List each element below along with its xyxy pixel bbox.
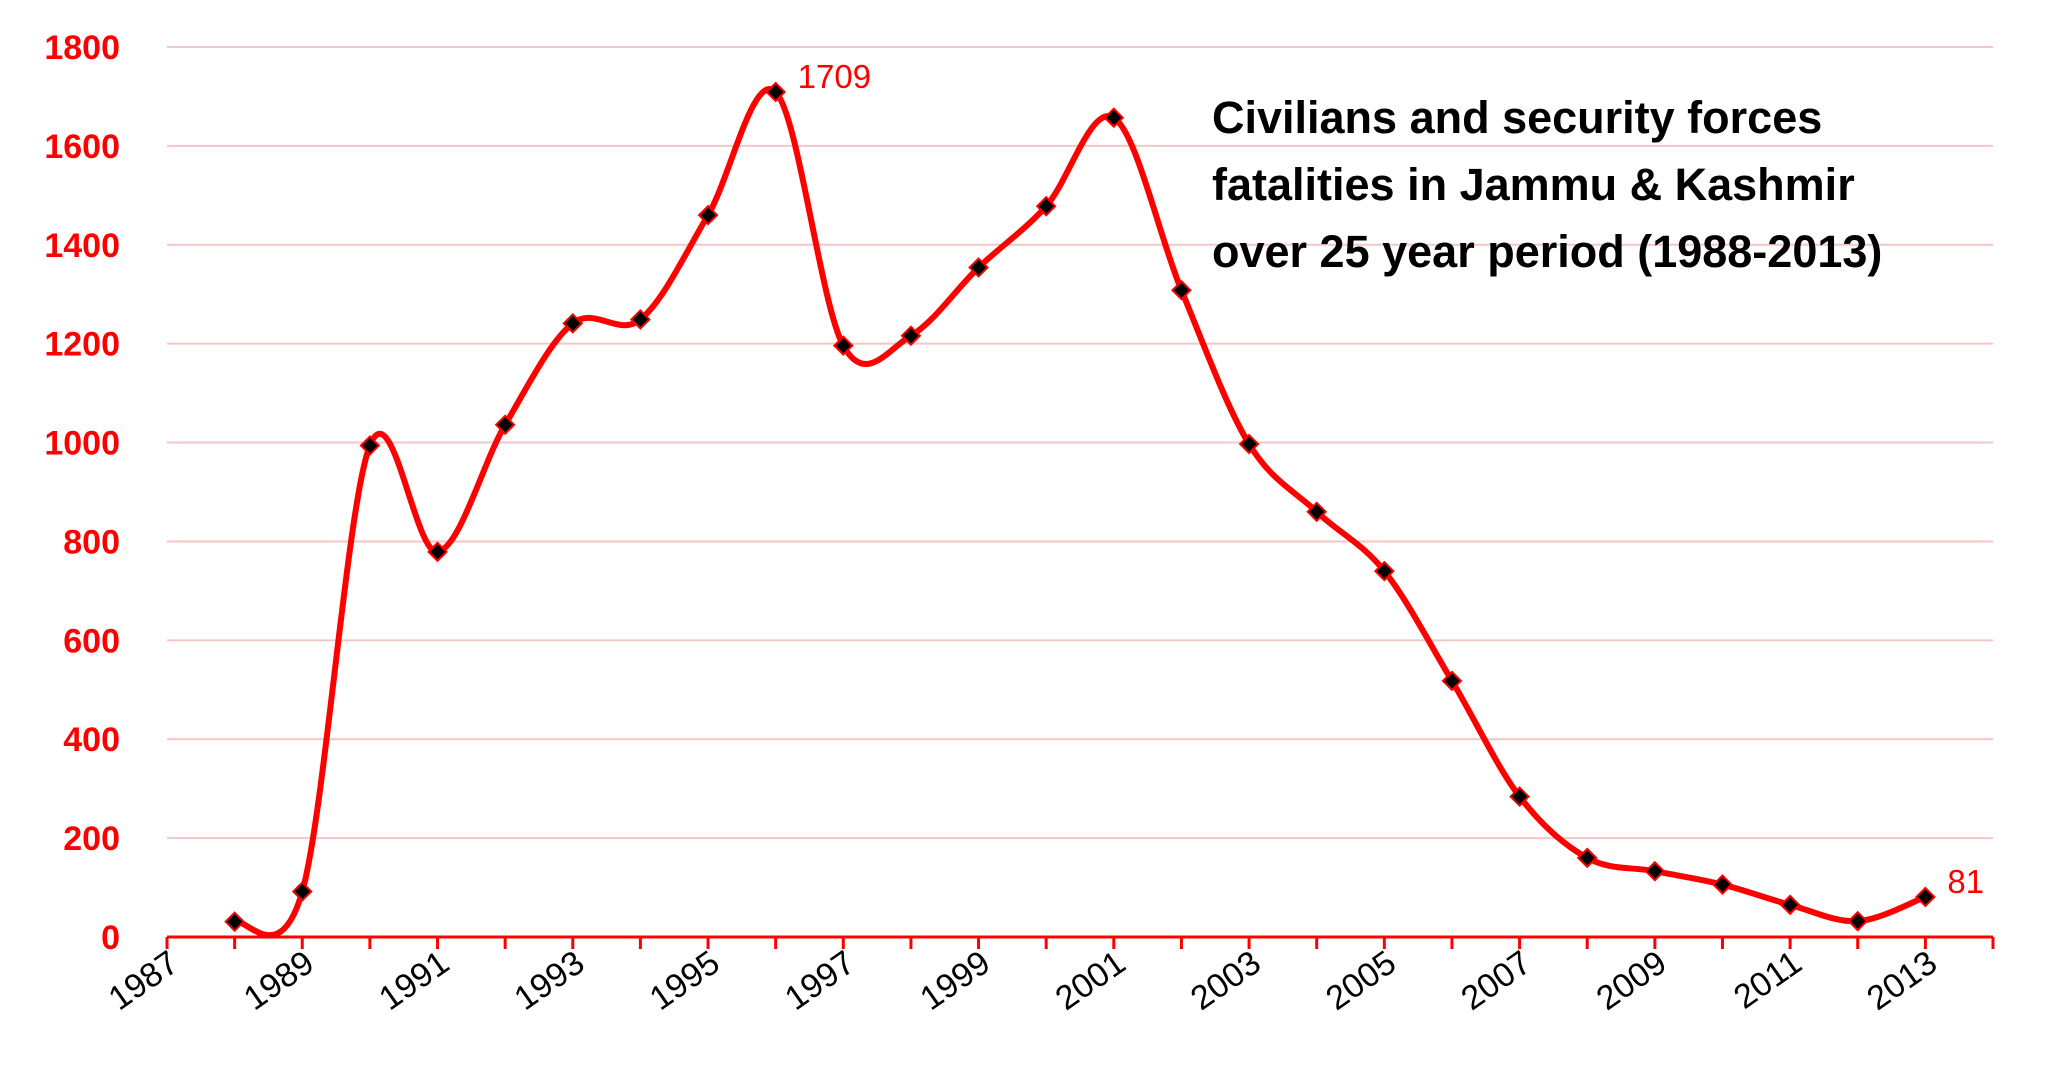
chart-title: Civilians and security forces fatalities… xyxy=(1212,92,1882,277)
data-point-2009 xyxy=(1644,860,1666,882)
data-point-1994 xyxy=(629,309,651,330)
data-label-1996: 1709 xyxy=(798,58,871,95)
data-point-2012 xyxy=(1847,910,1869,932)
y-tick-label: 1600 xyxy=(44,128,120,166)
data-point-1990 xyxy=(359,435,381,456)
x-tick-label: 1989 xyxy=(237,943,321,1018)
x-tick-label: 1997 xyxy=(778,943,862,1018)
data-point-1998 xyxy=(900,325,922,347)
data-point-2010 xyxy=(1712,874,1733,896)
data-point-1996 xyxy=(765,81,787,103)
data-point-2003 xyxy=(1238,433,1260,455)
chart-title-line-1: Civilians and security forces xyxy=(1212,92,1822,143)
y-tick-label: 600 xyxy=(63,622,120,660)
data-point-2002 xyxy=(1171,279,1192,301)
data-point-1993 xyxy=(562,312,584,334)
data-annotations: 1709 81 xyxy=(798,58,1984,900)
y-tick-label: 0 xyxy=(101,919,120,957)
x-tick-label: 1999 xyxy=(913,943,997,1018)
x-tick-label: 2001 xyxy=(1049,943,1133,1018)
y-tick-label: 1800 xyxy=(44,29,120,67)
data-point-1992 xyxy=(494,414,516,436)
data-point-1999 xyxy=(968,257,989,278)
x-tick-label: 1993 xyxy=(508,943,592,1018)
y-tick-label: 1400 xyxy=(44,227,120,265)
x-tick-label: 2005 xyxy=(1319,943,1403,1018)
x-tick-label: 2009 xyxy=(1590,943,1674,1018)
gridlines xyxy=(167,46,1993,840)
data-point-1991 xyxy=(427,541,448,563)
chart-title-line-2: fatalities in Jammu & Kashmir xyxy=(1212,159,1855,210)
data-markers xyxy=(224,81,1936,933)
data-point-1997 xyxy=(832,335,854,357)
data-point-2000 xyxy=(1035,195,1057,217)
data-point-1989 xyxy=(291,881,313,902)
y-axis-tick-labels: 0 200 400 600 800 1000 1200 1400 1600 1800 xyxy=(44,29,120,957)
x-axis-tick-labels: 1987 1989 1991 1993 1995 1997 1999 2001 2003 2005… xyxy=(102,943,1944,1018)
x-tick-label: 2007 xyxy=(1454,943,1538,1018)
y-tick-label: 1200 xyxy=(44,326,120,364)
data-point-1995 xyxy=(697,204,719,226)
data-point-2006 xyxy=(1441,670,1463,692)
data-point-2005 xyxy=(1373,560,1395,582)
data-point-2008 xyxy=(1576,847,1598,869)
y-tick-label: 200 xyxy=(63,820,120,858)
data-point-2007 xyxy=(1509,786,1531,807)
chart-title-line-3: over 25 year period (1988-2013) xyxy=(1212,226,1882,277)
x-tick-label: 2003 xyxy=(1184,943,1268,1018)
x-tick-label: 2013 xyxy=(1860,943,1944,1018)
y-tick-label: 800 xyxy=(63,523,120,561)
series-line xyxy=(231,86,1929,938)
data-point-2004 xyxy=(1306,501,1328,523)
data-point-1988 xyxy=(224,911,246,933)
y-tick-label: 400 xyxy=(63,721,120,759)
data-point-2011 xyxy=(1779,894,1801,916)
axes xyxy=(165,935,1995,949)
y-tick-label: 1000 xyxy=(44,425,120,463)
x-tick-label: 2011 xyxy=(1727,943,1809,1016)
data-point-2013 xyxy=(1914,886,1936,908)
x-tick-label: 1991 xyxy=(372,943,456,1018)
data-label-2013: 81 xyxy=(1947,863,1984,900)
x-tick-label: 1995 xyxy=(643,943,727,1018)
data-point-2001 xyxy=(1103,107,1125,129)
